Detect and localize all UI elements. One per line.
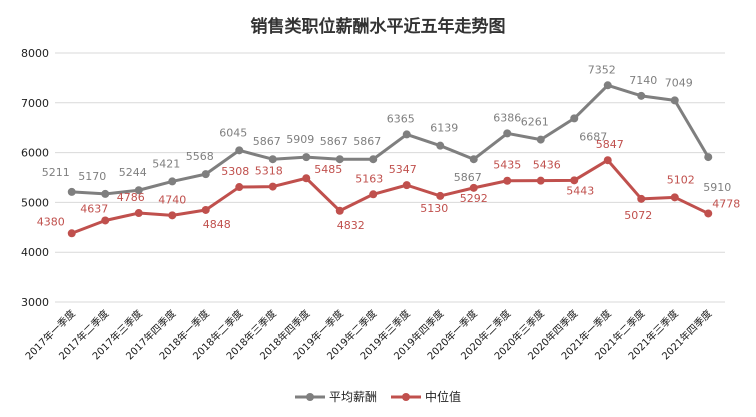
data-label: 5347 (389, 163, 417, 176)
data-point (67, 187, 76, 196)
data-label: 6139 (430, 122, 458, 135)
series-line-1 (71, 158, 709, 235)
data-point (168, 177, 177, 186)
data-label: 6045 (219, 126, 247, 139)
data-point (637, 91, 646, 100)
data-point (469, 155, 478, 164)
legend: 平均薪酬 中位值 (0, 388, 756, 405)
data-point (570, 176, 579, 185)
chart-title: 销售类职位薪酬水平近五年走势图 (250, 17, 506, 37)
data-point (67, 229, 76, 238)
data-label: 7049 (665, 76, 693, 89)
data-point (369, 155, 378, 164)
data-point (201, 205, 210, 214)
data-point (536, 135, 545, 144)
data-label: 4637 (80, 202, 108, 215)
data-point (168, 211, 177, 220)
data-point (235, 183, 244, 192)
data-label: 5910 (703, 181, 731, 194)
data-point (670, 193, 679, 202)
data-point (201, 170, 210, 179)
data-label: 5130 (420, 202, 448, 215)
data-point (603, 81, 612, 90)
data-point (402, 130, 411, 139)
data-point (503, 176, 512, 185)
data-label: 4832 (337, 219, 365, 232)
data-point (436, 191, 445, 200)
data-point (704, 209, 713, 218)
data-point (101, 216, 110, 225)
data-label: 5485 (314, 163, 342, 176)
data-point (101, 189, 110, 198)
data-label: 4380 (37, 215, 65, 228)
data-label: 5072 (624, 209, 652, 222)
y-tick-label: 6000 (21, 147, 49, 160)
data-point (503, 129, 512, 138)
data-point (704, 153, 713, 162)
data-label: 5443 (566, 184, 594, 197)
data-point (637, 194, 646, 203)
data-label: 4778 (712, 197, 740, 210)
data-label: 6386 (493, 111, 521, 124)
data-point (302, 174, 311, 183)
data-label: 5102 (667, 173, 695, 186)
data-point (603, 156, 612, 165)
y-tick-label: 3000 (21, 296, 49, 309)
data-point (268, 182, 277, 191)
data-point (268, 155, 277, 164)
data-point (335, 155, 344, 164)
data-label: 5867 (320, 135, 348, 148)
data-label: 7352 (588, 63, 616, 76)
data-label: 6687 (579, 130, 607, 143)
legend-item-average[interactable]: 平均薪酬 (294, 388, 377, 405)
data-label: 5909 (286, 133, 314, 146)
legend-label-average: 平均薪酬 (328, 390, 377, 404)
y-tick-label: 5000 (21, 196, 49, 209)
data-label: 5847 (596, 138, 624, 151)
data-point (570, 114, 579, 123)
data-point (469, 183, 478, 192)
data-label: 5211 (42, 166, 70, 179)
y-tick-label: 4000 (21, 246, 49, 259)
data-label: 5867 (353, 135, 381, 148)
data-point (302, 153, 311, 162)
data-label: 5421 (152, 157, 180, 170)
data-label: 5292 (460, 192, 488, 205)
data-label: 4848 (203, 218, 231, 231)
data-label: 5435 (493, 159, 521, 172)
data-label: 6365 (387, 112, 415, 125)
data-label: 5308 (221, 165, 249, 178)
data-point (134, 209, 143, 218)
data-label: 5436 (533, 159, 561, 172)
data-label: 5867 (253, 135, 281, 148)
data-label: 5163 (355, 172, 383, 185)
data-point (436, 141, 445, 150)
data-point (402, 181, 411, 190)
data-label: 4786 (117, 191, 145, 204)
data-label: 5568 (186, 150, 214, 163)
y-tick-label: 8000 (21, 47, 49, 60)
legend-item-median[interactable]: 中位值 (391, 388, 461, 405)
data-label: 6261 (521, 116, 549, 129)
data-label: 5170 (78, 170, 106, 183)
data-label: 5318 (255, 165, 283, 178)
data-point (335, 206, 344, 215)
data-point (670, 96, 679, 105)
legend-marker-median (391, 392, 421, 401)
data-label: 4740 (158, 193, 186, 206)
data-point (369, 190, 378, 199)
data-point (536, 176, 545, 185)
legend-label-median: 中位值 (425, 390, 462, 404)
series-line-0 (71, 83, 710, 196)
data-label: 5244 (119, 166, 147, 179)
data-label: 7140 (629, 74, 657, 87)
data-label: 5867 (454, 171, 482, 184)
data-point (134, 186, 143, 195)
legend-marker-average (294, 392, 325, 401)
data-point (235, 146, 244, 155)
y-tick-label: 7000 (21, 97, 49, 110)
